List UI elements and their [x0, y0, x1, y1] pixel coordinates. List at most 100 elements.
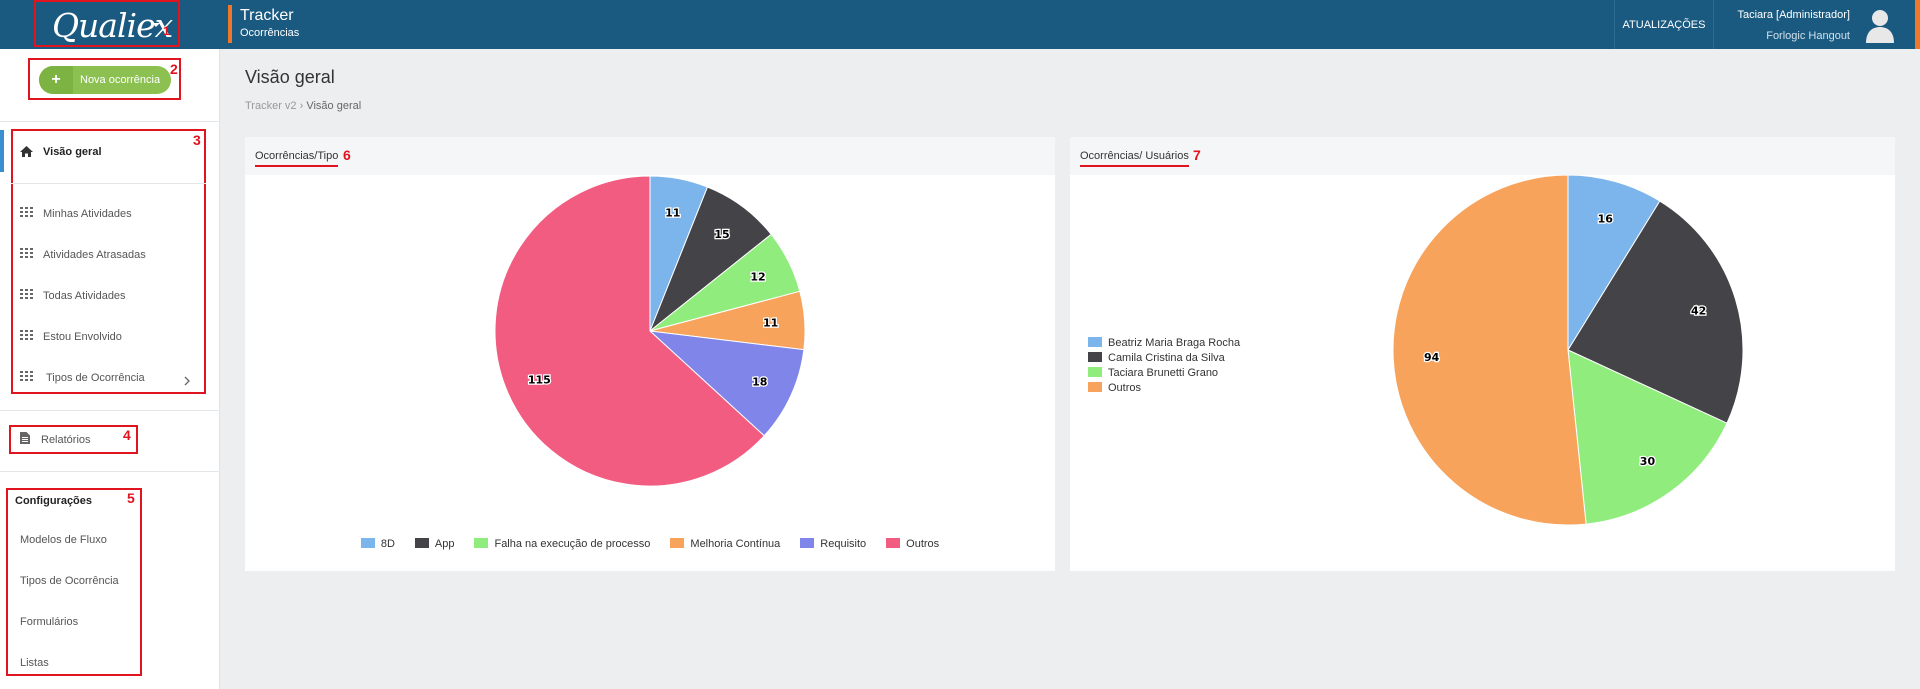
chevron-down-icon	[152, 23, 160, 27]
legend-item-falha-na-execucao-de-processo[interactable]: Falha na execução de processo	[474, 538, 650, 550]
data-label: 16	[1598, 213, 1614, 226]
updates-link[interactable]: ATUALIZAÇÕES	[1614, 0, 1714, 49]
legend-item-outros[interactable]: Outros	[886, 538, 939, 550]
data-label: 115	[528, 374, 551, 387]
config-forms[interactable]: Formulários	[20, 616, 79, 628]
reports-highlight	[9, 425, 138, 454]
legend-label: Requisito	[820, 538, 867, 550]
annotation-2: 2	[170, 61, 178, 77]
pie-slice-taciara-brunetti-grano[interactable]	[1567, 349, 1728, 525]
legend-item-requisito[interactable]: Requisito	[800, 538, 866, 550]
legend-swatch	[1088, 352, 1102, 362]
legend-item-outros[interactable]: Outros	[1088, 382, 1308, 394]
plus-icon: +	[39, 66, 73, 94]
pie-chart-users: 16 42 30 94	[1392, 175, 1744, 526]
divider	[0, 410, 220, 411]
new-occurrence-button[interactable]: + Nova ocorrência	[39, 66, 171, 94]
legend-swatch	[1088, 382, 1102, 392]
legend-item-taciara-brunetti-grano[interactable]: Taciara Brunetti Grano	[1088, 367, 1308, 379]
annotation-3: 3	[193, 132, 201, 148]
legend-label: Camila Cristina da Silva	[1108, 352, 1225, 364]
legend-swatch	[414, 538, 429, 548]
breadcrumb-root[interactable]: Tracker v2	[245, 100, 297, 112]
nav-all-activities[interactable]: Todas Atividades	[43, 290, 126, 302]
pie-slice-outros[interactable]	[494, 175, 765, 487]
app-title: Tracker	[240, 7, 294, 24]
config-occurrence-types[interactable]: Tipos de Ocorrência	[20, 575, 119, 587]
legend-swatch	[886, 538, 901, 548]
nav-involved[interactable]: Estou Envolvido	[43, 331, 122, 343]
active-indicator	[0, 130, 4, 172]
panel-occurrences-by-type: Ocorrências/Tipo 6 11 15 12 11 18 115 8D App Fa…	[245, 137, 1055, 571]
legend-item-beatriz-maria-braga-rocha[interactable]: Beatriz Maria Braga Rocha	[1088, 337, 1308, 349]
data-label: 18	[752, 376, 767, 389]
legend-label: Beatriz Maria Braga Rocha	[1108, 337, 1241, 349]
breadcrumb-current: Visão geral	[306, 100, 362, 112]
legend-label: Melhoria Contínua	[690, 538, 781, 550]
nav-my-activities[interactable]: Minhas Atividades	[43, 208, 132, 220]
panel-header: Ocorrências/ Usuários 7	[1070, 137, 1895, 175]
user-name[interactable]: Taciara [Administrador]	[1737, 9, 1851, 21]
pie-slice-camila-cristina-da-silva[interactable]	[1567, 200, 1744, 424]
avatar[interactable]	[1864, 7, 1896, 43]
legend-label: 8D	[380, 538, 395, 550]
chart-legend: 8D App Falha na execução de processo Melhor…	[245, 534, 1055, 554]
nav-overview[interactable]: Visão geral	[43, 146, 102, 158]
sidebar	[0, 49, 220, 689]
app-accent-bar	[228, 5, 232, 43]
orange-edge	[1915, 0, 1920, 49]
breadcrumb: Tracker v2 › Visão geral	[245, 100, 361, 112]
nav-occurrence-types[interactable]: Tipos de Ocorrência	[46, 372, 145, 384]
data-label: 30	[1640, 455, 1656, 468]
grid-icon	[20, 207, 33, 217]
annotation-7: 7	[1193, 147, 1201, 163]
page-title: Visão geral	[245, 67, 335, 87]
data-label: 15	[714, 228, 729, 241]
chart-legend: Beatriz Maria Braga Rocha Camila Cristina…	[1088, 337, 1308, 397]
legend-swatch	[474, 538, 489, 548]
top-bar: Qualiex 1 Tracker Ocorrências ATUALIZAÇÕ…	[0, 0, 1920, 49]
annotation-1: 1	[163, 24, 170, 38]
pie-slice-beatriz-maria-braga-rocha[interactable]	[1567, 175, 1661, 352]
config-lists[interactable]: Listas	[20, 657, 49, 669]
new-occurrence-label: Nova ocorrência	[80, 74, 161, 86]
data-label: 12	[750, 271, 765, 284]
config-flow-models[interactable]: Modelos de Fluxo	[20, 534, 107, 546]
chevron-right-icon[interactable]	[184, 376, 190, 386]
breadcrumb-separator: ›	[299, 100, 307, 112]
logo-menu[interactable]: Qualiex 1	[34, 0, 180, 47]
legend-swatch	[1088, 367, 1102, 377]
nav-reports[interactable]: Relatórios	[41, 434, 91, 446]
legend-label: Taciara Brunetti Grano	[1108, 367, 1219, 379]
divider	[11, 183, 206, 184]
user-company[interactable]: Forlogic Hangout	[1766, 30, 1850, 42]
document-icon	[20, 432, 30, 444]
app-subtitle: Ocorrências	[240, 27, 300, 39]
nav-late-activities[interactable]: Atividades Atrasadas	[43, 249, 146, 261]
annotation-4: 4	[123, 427, 131, 443]
grid-icon	[20, 248, 33, 258]
grid-icon	[20, 371, 33, 381]
divider	[0, 471, 220, 472]
panel-title: Ocorrências/ Usuários	[1080, 150, 1189, 167]
legend-label: Outros	[906, 538, 940, 550]
config-highlight	[6, 488, 142, 676]
legend-item-camila-cristina-da-silva[interactable]: Camila Cristina da Silva	[1088, 352, 1308, 364]
pie-slice-requisito[interactable]	[648, 330, 805, 437]
legend-swatch	[360, 538, 375, 548]
grid-icon	[20, 289, 33, 299]
legend-swatch	[1088, 337, 1102, 347]
data-label: 11	[763, 317, 778, 330]
annotation-6: 6	[343, 147, 351, 163]
legend-item-8d[interactable]: 8D	[360, 538, 395, 550]
legend-swatch	[670, 538, 685, 548]
pie-chart-types: 11 15 12 11 18 115	[494, 175, 806, 487]
legend-item-melhoria-continua[interactable]: Melhoria Contínua	[670, 538, 780, 550]
data-label: 11	[665, 206, 680, 219]
legend-item-app[interactable]: App	[414, 538, 454, 550]
legend-label: Falha na execução de processo	[494, 538, 651, 550]
nav-highlight	[11, 129, 206, 394]
config-title: Configurações	[15, 495, 93, 507]
pie-slice-outros[interactable]	[1392, 175, 1587, 526]
data-label: 94	[1424, 351, 1440, 364]
